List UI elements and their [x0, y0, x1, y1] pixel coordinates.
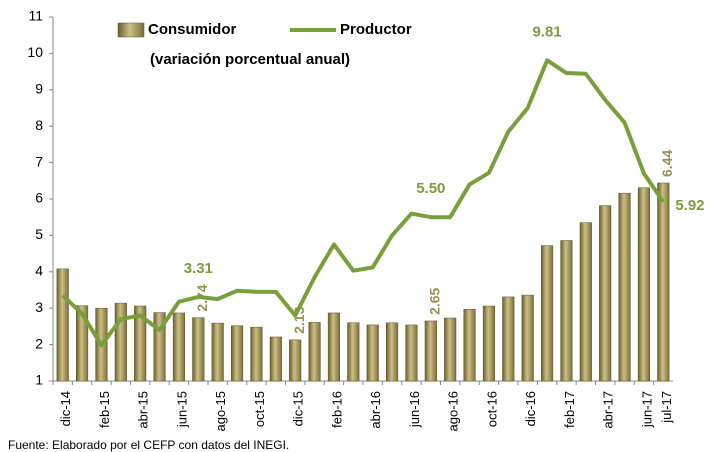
line-value-label: 5.50 [416, 180, 445, 197]
bar [424, 320, 437, 382]
bar [637, 187, 650, 382]
line [61, 58, 665, 348]
x-tick-label: oct-15 [252, 391, 267, 427]
y-tick-label: 1 [35, 372, 43, 388]
subtitle: (variación porcentual anual) [150, 51, 350, 68]
bar [463, 309, 476, 382]
bar [618, 192, 631, 382]
bar [153, 312, 166, 382]
bar [482, 305, 495, 382]
x-tick-label: dic-15 [291, 391, 306, 426]
x-tick-label: jun-15 [174, 391, 189, 428]
legend-swatch [117, 22, 145, 38]
bar [134, 305, 147, 382]
bar [211, 322, 224, 382]
x-tick-label: abr-17 [601, 391, 616, 429]
y-tick-label: 8 [35, 117, 43, 133]
x-tick-label: jun-16 [407, 391, 422, 428]
line-value-label: 9.81 [532, 23, 561, 40]
bar [366, 324, 379, 382]
x-tick-label: oct-16 [484, 391, 499, 427]
legend-label: Consumidor [148, 21, 236, 38]
x-tick-label: dic-14 [58, 391, 73, 426]
bar [521, 294, 534, 382]
bar [347, 322, 360, 382]
bar [269, 336, 282, 382]
bar [405, 324, 418, 382]
y-tick-label: 9 [35, 81, 43, 97]
x-tick-label: feb-15 [97, 391, 112, 428]
x-tick-label: jun-17 [639, 391, 654, 428]
y-tick-label: 4 [35, 263, 43, 279]
bar [579, 222, 592, 382]
bar [599, 205, 612, 382]
legend-label: Productor [340, 21, 412, 38]
bar [560, 240, 573, 382]
bar [289, 339, 302, 382]
bar [231, 325, 244, 382]
bar [76, 305, 89, 382]
bar [657, 182, 670, 382]
bar [327, 312, 340, 382]
bar [250, 326, 263, 382]
bar [172, 312, 185, 382]
y-tick-label: 6 [35, 190, 43, 206]
x-tick-label: dic-16 [523, 391, 538, 426]
x-tick-label: ago-16 [446, 391, 461, 431]
bar [444, 317, 457, 382]
bar [56, 268, 69, 382]
y-tick-label: 3 [35, 299, 43, 315]
bar [308, 322, 321, 382]
source: Fuente: Elaborado por el CEFP con datos … [8, 438, 289, 452]
x-tick-label: abr-15 [136, 391, 151, 429]
y-tick-label: 11 [28, 8, 43, 24]
x-tick-label: feb-17 [562, 391, 577, 428]
bar [192, 317, 205, 382]
bar [541, 245, 554, 382]
x-tick-label: feb-16 [329, 391, 344, 428]
line-value-label: 5.92 [675, 197, 704, 214]
y-tick-label: 2 [35, 335, 43, 351]
bar [114, 302, 127, 382]
bar-value-label: 2.65 [427, 287, 443, 314]
bar-value-label: 6.44 [659, 150, 675, 177]
line-value-label: 3.31 [184, 260, 213, 277]
y-tick-label: 10 [27, 44, 43, 60]
x-tick-label: abr-16 [368, 391, 383, 429]
bar [386, 322, 399, 382]
y-tick-label: 5 [35, 226, 43, 242]
x-tick-label: jul-17 [659, 391, 674, 424]
y-tick-label: 7 [35, 153, 43, 169]
x-tick-label: ago-15 [213, 391, 228, 431]
bar [502, 296, 515, 382]
